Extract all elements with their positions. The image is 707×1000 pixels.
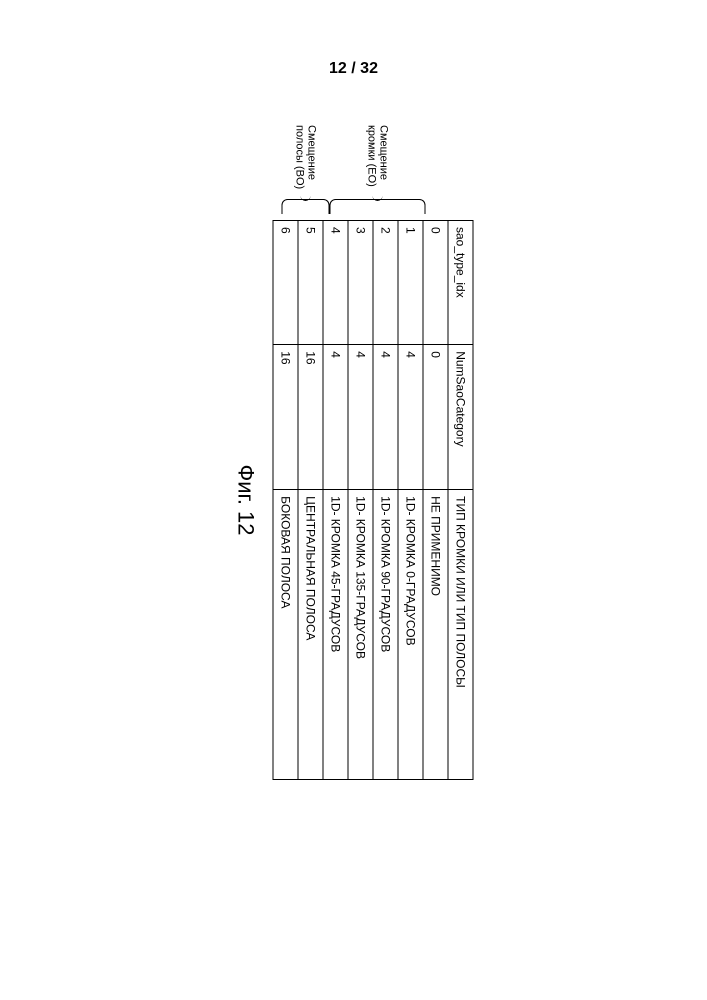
group-bo: Смещение полосы (BO) [282, 125, 330, 220]
table-cell: 3 [348, 221, 373, 345]
col-header-num: NumSaoCategory [448, 345, 473, 490]
table-cell: 16 [273, 345, 298, 490]
group-label: Смещение полосы (BO) [293, 125, 317, 190]
table-row: 616БОКОВАЯ ПОЛОСА [273, 221, 298, 780]
table-row: 341D- КРОМКА 135-ГРАДУСОВ [348, 221, 373, 780]
brace-icon [282, 199, 330, 214]
table-cell: 4 [373, 345, 398, 490]
table-cell: 4 [323, 345, 348, 490]
table-row: 241D- КРОМКА 90-ГРАДУСОВ [373, 221, 398, 780]
table-row: 00НЕ ПРИМЕНИМО [423, 221, 448, 780]
table-cell: НЕ ПРИМЕНИМО [423, 490, 448, 780]
group-eo: Смещение кромки (EO) [330, 125, 426, 220]
col-header-idx: sao_type_idx [448, 221, 473, 345]
table-cell: 2 [373, 221, 398, 345]
table-cell: 1D- КРОМКА 90-ГРАДУСОВ [373, 490, 398, 780]
table-cell: 0 [423, 345, 448, 490]
figure: Смещение кромки (EO)Смещение полосы (BO)… [233, 220, 474, 780]
table-header-row: sao_type_idx NumSaoCategory ТИП КРОМКИ И… [448, 221, 473, 780]
table-cell: 1D- КРОМКА 0-ГРАДУСОВ [398, 490, 423, 780]
brace-icon [330, 199, 426, 214]
col-header-type: ТИП КРОМКИ ИЛИ ТИП ПОЛОСЫ [448, 490, 473, 780]
page-number: 12 / 32 [329, 60, 378, 78]
figure-caption: Фиг. 12 [233, 220, 259, 780]
table-cell: БОКОВАЯ ПОЛОСА [273, 490, 298, 780]
group-label: Смещение кромки (EO) [365, 125, 389, 190]
table-cell: 16 [298, 345, 323, 490]
table-row: 441D- КРОМКА 45-ГРАДУСОВ [323, 221, 348, 780]
table-cell: 4 [323, 221, 348, 345]
table-cell: 1D- КРОМКА 45-ГРАДУСОВ [323, 490, 348, 780]
table-cell: 1D- КРОМКА 135-ГРАДУСОВ [348, 490, 373, 780]
table-cell: 5 [298, 221, 323, 345]
table-cell: 4 [398, 345, 423, 490]
table-cell: 1 [398, 221, 423, 345]
table-cell: 6 [273, 221, 298, 345]
table-cell: 4 [348, 345, 373, 490]
table-row: 141D- КРОМКА 0-ГРАДУСОВ [398, 221, 423, 780]
table-cell: ЦЕНТРАЛЬНАЯ ПОЛОСА [298, 490, 323, 780]
table-row: 516ЦЕНТРАЛЬНАЯ ПОЛОСА [298, 221, 323, 780]
sao-table: sao_type_idx NumSaoCategory ТИП КРОМКИ И… [273, 220, 474, 780]
table-cell: 0 [423, 221, 448, 345]
